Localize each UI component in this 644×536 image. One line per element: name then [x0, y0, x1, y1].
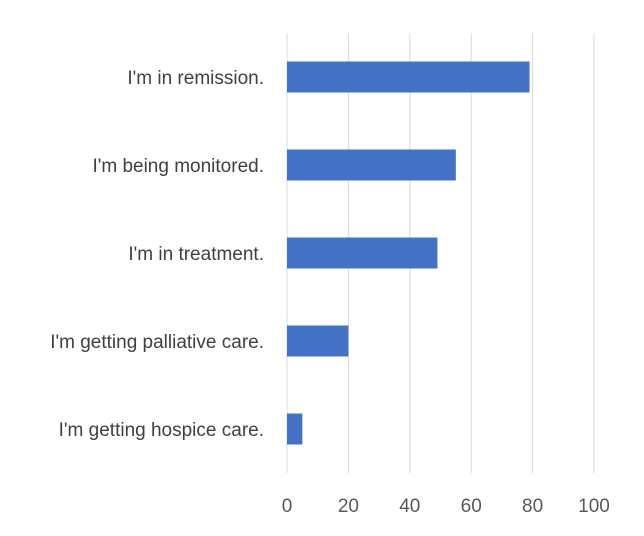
category-label: I'm in treatment.	[128, 244, 264, 265]
category-label: I'm getting palliative care.	[50, 332, 264, 353]
bar	[287, 325, 349, 357]
x-axis-tick-labels: 0 20 40 60 80 100	[282, 496, 610, 517]
bars	[287, 61, 530, 445]
x-tick-label: 80	[522, 496, 543, 517]
category-labels: I'm in remission. I'm being monitored. I'm…	[50, 68, 264, 441]
category-label: I'm getting hospice care.	[59, 420, 264, 441]
bar	[287, 149, 456, 181]
bar	[287, 237, 438, 269]
bar	[287, 61, 530, 93]
x-tick-label: 60	[461, 496, 482, 517]
x-tick-label: 20	[338, 496, 359, 517]
x-tick-label: 100	[578, 496, 610, 517]
bar	[287, 413, 303, 445]
x-tick-label: 0	[282, 496, 293, 517]
x-tick-label: 40	[399, 496, 420, 517]
category-label: I'm in remission.	[127, 68, 264, 89]
category-label: I'm being monitored.	[92, 156, 264, 177]
